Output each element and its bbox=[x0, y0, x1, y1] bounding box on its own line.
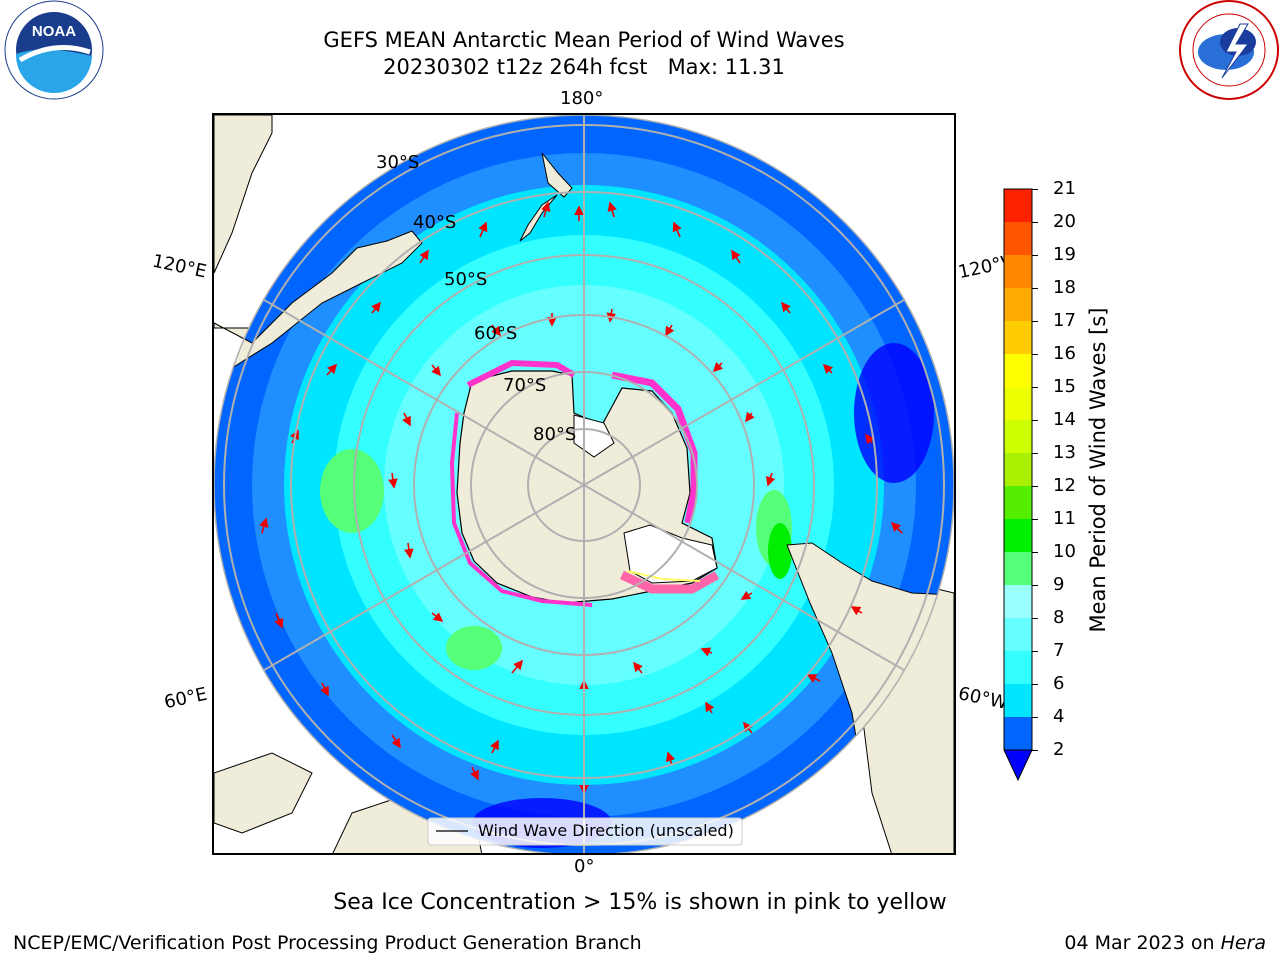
colorbar-segment bbox=[1004, 222, 1032, 255]
colorbar bbox=[1003, 188, 1033, 782]
colorbar-tick-label: 15 bbox=[1053, 376, 1076, 397]
colorbar-segment bbox=[1004, 618, 1032, 651]
colorbar-segment bbox=[1004, 519, 1032, 552]
legend-label: Wind Wave Direction (unscaled) bbox=[478, 821, 734, 840]
colorbar-tick-label: 8 bbox=[1053, 607, 1065, 628]
colorbar-tick-mark bbox=[1032, 288, 1038, 289]
colorbar-tick-label: 16 bbox=[1053, 343, 1076, 364]
lon-label-60e: 60°E bbox=[162, 683, 209, 714]
colorbar-tick-label: 4 bbox=[1053, 706, 1065, 727]
colorbar-tick-mark bbox=[1032, 750, 1038, 751]
colorbar-tick-label: 10 bbox=[1053, 541, 1076, 562]
colorbar-tick-label: 14 bbox=[1053, 409, 1076, 430]
colorbar-tick-mark bbox=[1032, 189, 1038, 190]
colorbar-tick-mark bbox=[1032, 354, 1038, 355]
colorbar-segment bbox=[1004, 651, 1032, 684]
colorbar-segment bbox=[1004, 453, 1032, 486]
chart-subtitle: 20230302 t12z 264h fcst Max: 11.31 bbox=[383, 55, 785, 79]
colorbar-tick-label: 21 bbox=[1053, 178, 1076, 199]
map-legend bbox=[427, 817, 743, 846]
noaa-logo: NOAA bbox=[4, 0, 104, 100]
colorbar-under-extension bbox=[1003, 749, 1033, 782]
colorbar-tick-label: 9 bbox=[1053, 574, 1065, 595]
caption: Sea Ice Concentration > 15% is shown in … bbox=[333, 890, 947, 915]
colorbar-tick-mark bbox=[1032, 684, 1038, 685]
chart-title: GEFS MEAN Antarctic Mean Period of Wind … bbox=[323, 28, 845, 52]
colorbar-tick-label: 17 bbox=[1053, 310, 1076, 331]
colorbar-tick-mark bbox=[1032, 387, 1038, 388]
footer-left: NCEP/EMC/Verification Post Processing Pr… bbox=[13, 932, 642, 954]
wind-wave-arrows bbox=[259, 201, 903, 795]
footer-right: 04 Mar 2023 on Hera bbox=[1064, 932, 1266, 954]
colorbar-tick-mark bbox=[1032, 420, 1038, 421]
colorbar-segment bbox=[1004, 255, 1032, 288]
colorbar-tick-mark bbox=[1032, 255, 1038, 256]
colorbar-tick-mark bbox=[1032, 486, 1038, 487]
colorbar-tick-label: 7 bbox=[1053, 640, 1065, 661]
nws-logo bbox=[1179, 0, 1279, 100]
lon-label-180: 180° bbox=[560, 88, 604, 109]
colorbar-segment bbox=[1004, 288, 1032, 321]
colorbar-segment bbox=[1004, 552, 1032, 585]
colorbar-tick-mark bbox=[1032, 321, 1038, 322]
polar-map bbox=[212, 113, 956, 855]
colorbar-tick-label: 6 bbox=[1053, 673, 1065, 694]
lat-label-80s: 80°S bbox=[533, 424, 577, 445]
colorbar-segment bbox=[1004, 717, 1032, 750]
colorbar-tick-mark bbox=[1032, 519, 1038, 520]
colorbar-tick-label: 2 bbox=[1053, 739, 1065, 760]
colorbar-tick-label: 18 bbox=[1053, 277, 1076, 298]
colorbar-segment bbox=[1004, 585, 1032, 618]
noaa-logo-text: NOAA bbox=[32, 23, 76, 40]
colorbar-tick-label: 13 bbox=[1053, 442, 1076, 463]
colorbar-segment bbox=[1004, 486, 1032, 519]
colorbar-segment bbox=[1004, 354, 1032, 387]
colorbar-segment bbox=[1004, 387, 1032, 420]
lat-label-70s: 70°S bbox=[503, 375, 547, 396]
lat-label-50s: 50°S bbox=[444, 269, 488, 290]
colorbar-tick-mark bbox=[1032, 585, 1038, 586]
colorbar-label: Mean Period of Wind Waves [s] bbox=[1086, 307, 1110, 633]
colorbar-segment bbox=[1004, 189, 1032, 222]
colorbar-tick-mark bbox=[1032, 552, 1038, 553]
lat-label-30s: 30°S bbox=[376, 152, 420, 173]
colorbar-tick-mark bbox=[1032, 222, 1038, 223]
colorbar-tick-mark bbox=[1032, 651, 1038, 652]
colorbar-tick-label: 19 bbox=[1053, 244, 1076, 265]
colorbar-tick-label: 12 bbox=[1053, 475, 1076, 496]
lat-label-40s: 40°S bbox=[413, 212, 457, 233]
colorbar-segment bbox=[1004, 321, 1032, 354]
colorbar-tick-mark bbox=[1032, 618, 1038, 619]
colorbar-tick-mark bbox=[1032, 453, 1038, 454]
lon-label-120e: 120°E bbox=[150, 250, 209, 283]
lon-label-0: 0° bbox=[574, 856, 595, 877]
colorbar-tick-mark bbox=[1032, 717, 1038, 718]
colorbar-tick-label: 11 bbox=[1053, 508, 1076, 529]
lat-label-60s: 60°S bbox=[474, 323, 518, 344]
colorbar-tick-label: 20 bbox=[1053, 211, 1076, 232]
colorbar-segment bbox=[1004, 420, 1032, 453]
colorbar-segment bbox=[1004, 684, 1032, 717]
